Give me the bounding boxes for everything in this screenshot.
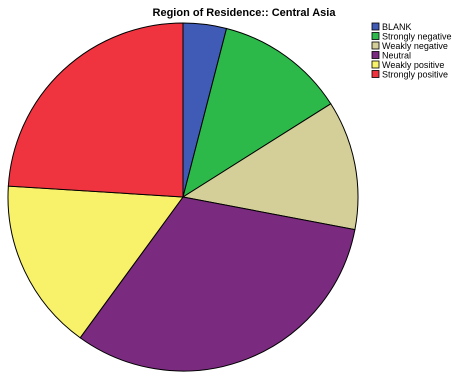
legend-label-weakly-positive: Weakly positive: [382, 60, 444, 70]
legend-swatch-strongly-positive: [371, 70, 380, 78]
pie-slice-strongly-negative: [182, 27, 332, 199]
legend-label-neutral: Neutral: [382, 51, 411, 61]
pie-slice-weakly-negative: [181, 103, 359, 231]
pie-slice-weakly-positive: [7, 185, 184, 339]
legend-label-strongly-positive: Strongly positive: [382, 70, 448, 80]
legend-swatch-weakly-negative: [371, 41, 380, 50]
pie-slice-strongly-positive: [7, 22, 184, 198]
legend-swatch-strongly-negative: [371, 32, 380, 40]
legend-label-strongly-negative: Strongly negative: [382, 32, 452, 42]
pie-slice-neutral: [79, 196, 356, 372]
legend-label-weakly-negative: Weakly negative: [382, 41, 448, 51]
pie-slices: [7, 22, 359, 372]
legend-swatch-blank: [371, 22, 380, 31]
legend-label-blank: BLANK: [382, 22, 412, 32]
chart-title: Region of Residence:: Central Asia: [153, 7, 337, 19]
legend-swatch-neutral: [371, 51, 380, 59]
legend-swatch-weakly-positive: [371, 60, 380, 69]
